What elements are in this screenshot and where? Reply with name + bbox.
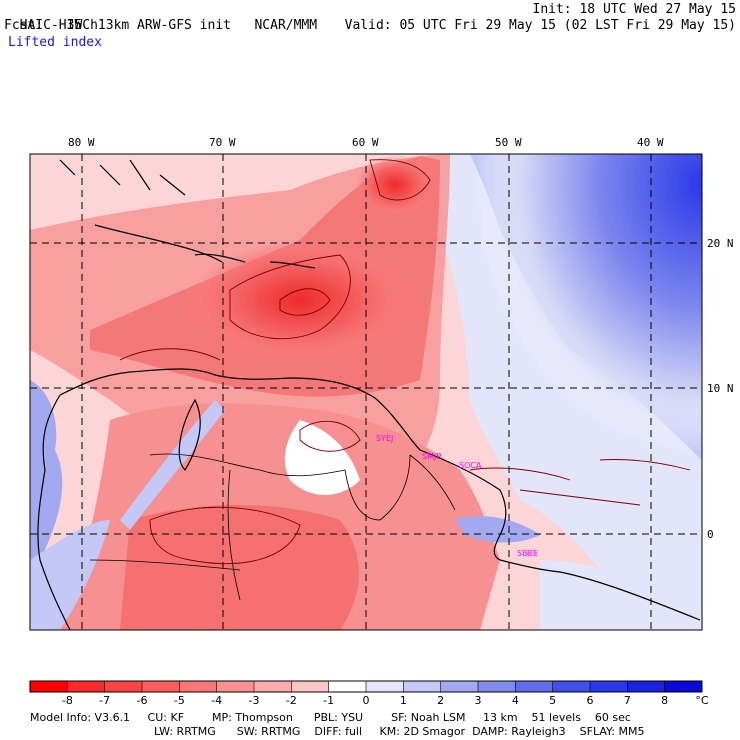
lon-label-40w: 40 W [637, 136, 664, 149]
colorbar-swatch [328, 681, 367, 692]
lat-label-10n: 10 N [707, 382, 734, 395]
station-syej: SYEJ [376, 434, 393, 443]
colorbar-tick-label: -5 [173, 694, 185, 707]
colorbar-unit: °C [695, 694, 709, 707]
station-sbbe: SBBE [517, 549, 538, 558]
footer-line1: Model Info: V3.6.1 CU: KF MP: Thompson P… [30, 711, 631, 724]
forecast-hour: Fcst: 35 h [4, 18, 98, 33]
colorbar-tick-label: 5 [549, 694, 557, 707]
colorbar-swatch [30, 681, 68, 692]
station-smjp: SMJP [422, 452, 441, 461]
colorbar-tick-label: -4 [211, 694, 223, 707]
colorbar-tick-label: -8 [61, 694, 73, 707]
colorbar-swatch [104, 681, 143, 692]
colorbar-tick-label: 6 [586, 694, 594, 707]
colorbar-swatch [403, 681, 442, 692]
colorbar-swatch [142, 681, 180, 692]
valid-time: Valid: 05 UTC Fri 29 May 15 (02 LST Fri … [344, 18, 736, 33]
model-title: HAIC-HIWC 13km ARW-GFS init NCAR/MMM [19, 18, 318, 33]
init-time: Init: 18 UTC Wed 27 May 15 [532, 2, 737, 17]
colorbar-swatch [440, 681, 479, 692]
colorbar [29, 680, 703, 693]
colorbar-tick-label: -2 [285, 694, 297, 707]
colorbar-swatch [515, 681, 554, 692]
footer-line2: LW: RRTMG SW: RRTMG DIFF: full KM: 2D Sm… [154, 725, 645, 738]
colorbar-tick-label: 2 [437, 694, 445, 707]
colorbar-swatch [179, 681, 218, 692]
colorbar-swatch [291, 681, 330, 692]
colorbar-tick-label: 7 [623, 694, 631, 707]
colorbar-tick-label: 8 [661, 694, 669, 707]
colorbar-tick-label: 1 [399, 694, 407, 707]
colorbar-swatch [67, 681, 106, 692]
colorbar-tick-label: 4 [511, 694, 519, 707]
lat-lon-grid [30, 154, 702, 630]
colorbar-swatch [552, 681, 591, 692]
colorbar-tick-label: 3 [474, 694, 482, 707]
country-borders [89, 453, 456, 601]
colorbar-swatch [478, 681, 516, 692]
colorbar-tick-label: -6 [136, 694, 148, 707]
lon-label-50w: 50 W [495, 136, 522, 149]
colorbar-swatch [664, 681, 703, 692]
colorbar-swatch [216, 681, 255, 692]
colorbar-tick-label: -7 [99, 694, 111, 707]
station-soca: SOCA [459, 461, 482, 470]
lifted-index-contours [119, 159, 691, 565]
map-frame [29, 153, 703, 631]
colorbar-tick-label: -3 [248, 694, 260, 707]
lon-label-60w: 60 W [352, 136, 379, 149]
colorbar-swatch [366, 681, 404, 692]
map-field [30, 154, 702, 630]
colorbar-swatch [254, 681, 292, 692]
field-name: Lifted index [8, 35, 102, 50]
colorbar-tick-label: 0 [362, 694, 370, 707]
lon-label-70w: 70 W [209, 136, 236, 149]
colorbar-swatch [627, 681, 666, 692]
lon-label-80w: 80 W [68, 136, 95, 149]
coastlines [37, 159, 701, 631]
colorbar-tick-label: -1 [323, 694, 335, 707]
lat-label-0: 0 [707, 528, 714, 541]
colorbar-swatch [590, 681, 628, 692]
org-label: NCAR/MMM [254, 18, 318, 33]
lat-label-20n: 20 N [707, 237, 734, 250]
